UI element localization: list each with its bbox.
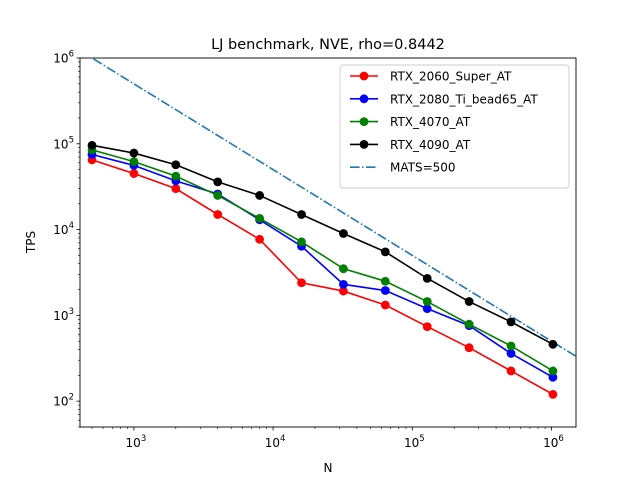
plot-frame <box>79 57 577 428</box>
data-point <box>464 319 474 329</box>
reference-line-mats-500 <box>90 58 576 357</box>
legend-label: RTX_4070_AT <box>390 115 471 129</box>
data-point <box>213 191 223 200</box>
data-point <box>548 389 558 399</box>
data-point <box>129 148 139 158</box>
legend: RTX_2060_Super_AT RTX_2080_Ti_bead65_AT RT… <box>339 64 570 189</box>
data-point <box>213 210 223 219</box>
series-line <box>91 149 554 372</box>
x-tick-label: 103 <box>126 434 147 450</box>
data-point <box>297 210 306 219</box>
data-point <box>422 297 432 306</box>
legend-marker <box>359 94 369 104</box>
data-point <box>506 317 516 327</box>
plot-area: 103 104 105 106 102 103 104 105 106 <box>53 50 577 451</box>
series-RTX_4090_AT <box>87 140 558 349</box>
data-point <box>171 184 181 194</box>
data-point <box>255 191 265 200</box>
legend-marker <box>359 140 369 149</box>
legend-item: RTX_2060_Super_AT <box>350 70 512 84</box>
chart-title: LJ benchmark, NVE, rho=0.8442 <box>211 37 445 53</box>
legend-marker <box>359 117 369 126</box>
legend-item: RTX_4070_AT <box>350 115 471 129</box>
data-point <box>506 349 516 358</box>
data-point <box>255 234 265 244</box>
legend-item: RTX_4090_AT <box>350 138 471 152</box>
data-point <box>339 279 348 289</box>
data-point <box>548 372 558 382</box>
data-point <box>380 276 390 286</box>
data-point <box>171 160 181 170</box>
data-point <box>213 177 223 187</box>
legend-label: RTX_2080_Ti_bead65_AT <box>390 92 538 106</box>
data-point <box>297 278 306 288</box>
data-point <box>380 300 390 310</box>
data-point <box>422 304 432 313</box>
series-line <box>91 153 554 378</box>
data-point <box>422 322 432 331</box>
ticks: 103 104 105 106 102 103 104 105 106 <box>53 50 564 451</box>
data-point <box>464 343 474 353</box>
data-point <box>255 214 265 223</box>
data-point <box>548 339 558 349</box>
data-point <box>422 273 432 283</box>
data-point <box>339 286 348 296</box>
data-point <box>129 157 139 167</box>
data-point <box>339 264 348 274</box>
legend-label: RTX_2060_Super_AT <box>390 70 512 84</box>
x-tick-label: 105 <box>404 434 425 450</box>
series-group <box>87 58 576 399</box>
data-point <box>171 171 181 181</box>
y-tick-label: 105 <box>53 135 74 151</box>
x-tick-label: 104 <box>265 434 286 450</box>
x-axis-label: N <box>324 461 333 475</box>
data-point <box>548 366 558 376</box>
legend-box <box>339 64 570 189</box>
series-line <box>91 144 554 346</box>
legend-item: RTX_2080_Ti_bead65_AT <box>350 92 538 106</box>
y-tick-label: 102 <box>53 393 74 409</box>
data-point <box>129 169 139 178</box>
data-point <box>380 247 390 257</box>
series-RTX_2060_Super_AT <box>87 155 558 399</box>
data-point <box>87 140 97 150</box>
y-tick-label: 106 <box>53 50 74 66</box>
data-point <box>464 297 474 306</box>
data-point <box>380 286 390 295</box>
legend-label: MATS=500 <box>390 161 456 175</box>
data-point <box>297 237 306 247</box>
x-tick-label: 106 <box>543 434 564 450</box>
data-point <box>339 229 348 238</box>
data-point <box>506 366 516 376</box>
y-axis-label: TPS <box>24 231 38 254</box>
legend-marker <box>359 71 369 81</box>
legend-item: MATS=500 <box>350 161 456 175</box>
data-point <box>506 341 516 351</box>
y-tick-label: 104 <box>53 221 74 237</box>
y-tick-label: 103 <box>53 307 74 323</box>
series-line <box>91 159 554 396</box>
legend-label: RTX_4090_AT <box>390 138 471 152</box>
